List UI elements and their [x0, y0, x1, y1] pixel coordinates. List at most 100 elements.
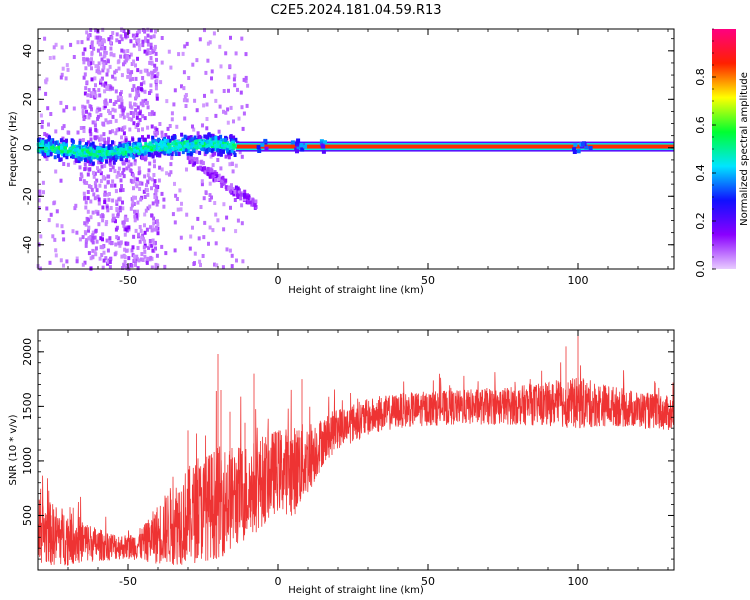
- noise-speck: [86, 190, 90, 194]
- noise-column-speck: [87, 225, 91, 230]
- noise-column-speck: [153, 46, 157, 51]
- noise-column-speck: [93, 76, 97, 81]
- noise-speck: [81, 51, 85, 56]
- noise-speck: [59, 100, 63, 105]
- noise-column-speck: [146, 188, 149, 193]
- trace-band-speck: [132, 155, 136, 160]
- carrier-blip: [295, 149, 299, 154]
- noise-column-speck: [87, 228, 90, 233]
- trace-band-core: [201, 144, 204, 148]
- doppler-tail-speck: [217, 177, 221, 181]
- noise-speck: [172, 102, 176, 107]
- trace-band-speck: [141, 156, 144, 161]
- noise-column-speck: [91, 236, 95, 241]
- noise-speck: [233, 83, 237, 88]
- trace-band-speck: [124, 143, 128, 148]
- noise-column-speck: [155, 202, 159, 207]
- noise-column-speck: [85, 181, 89, 185]
- trace-band-speck: [171, 146, 175, 151]
- trace-band-speck: [182, 141, 186, 146]
- trace-band-speck: [49, 138, 53, 143]
- trace-band-core: [76, 147, 79, 151]
- trace-band-speck: [62, 139, 66, 144]
- doppler-tail-speck: [195, 157, 199, 162]
- doppler-tail-speck: [233, 189, 237, 194]
- noise-column-speck: [98, 256, 102, 261]
- noise-column-speck: [97, 222, 101, 227]
- noise-column-speck: [143, 116, 147, 121]
- noise-column-speck: [128, 72, 132, 77]
- trace-band-core: [105, 150, 109, 153]
- trace-band-core: [110, 152, 114, 156]
- noise-column-speck: [83, 91, 87, 96]
- trace-band-core: [66, 150, 70, 154]
- trace-band-speck: [148, 141, 152, 146]
- doppler-tail-speck: [235, 192, 239, 197]
- trace-band-speck: [111, 140, 114, 145]
- noise-column-speck: [102, 65, 106, 70]
- noise-column-speck: [129, 206, 133, 211]
- trace-band-speck: [141, 149, 145, 154]
- noise-column-speck: [126, 68, 130, 73]
- noise-column-speck: [148, 176, 151, 181]
- noise-column-speck: [139, 69, 143, 74]
- trace-band-speck: [213, 151, 217, 156]
- noise-speck: [203, 28, 206, 33]
- noise-column-speck: [111, 213, 115, 218]
- noise-column-speck: [96, 194, 100, 199]
- noise-speck: [202, 196, 206, 201]
- noise-column-speck: [87, 236, 91, 241]
- noise-speck: [157, 178, 161, 183]
- noise-speck: [43, 132, 47, 136]
- doppler-tail-speck: [196, 166, 200, 171]
- noise-speck: [89, 94, 93, 98]
- noise-speck: [137, 29, 141, 34]
- trace-band-speck: [180, 139, 184, 144]
- trace-band-speck: [89, 155, 93, 160]
- trace-band-core: [197, 143, 201, 147]
- noise-column-speck: [132, 43, 136, 48]
- noise-speck: [93, 196, 97, 201]
- noise-column-speck: [136, 86, 140, 91]
- noise-column-speck: [143, 89, 147, 94]
- noise-speck: [38, 86, 41, 91]
- snr-y-axis-label: SNR (10 * v/v): [8, 414, 19, 485]
- carrier-blip: [573, 142, 578, 147]
- noise-column-speck: [133, 36, 137, 40]
- noise-column-speck: [107, 174, 111, 179]
- doppler-tail-speck: [221, 175, 225, 180]
- snr-plot-area: [38, 330, 674, 570]
- noise-speck: [145, 68, 149, 73]
- carrier-blip: [256, 145, 261, 150]
- doppler-tail-speck: [235, 189, 239, 194]
- trace-band-speck: [114, 154, 118, 159]
- noise-column-speck: [81, 108, 85, 113]
- noise-speck: [121, 112, 125, 117]
- trace-band-speck: [177, 152, 181, 156]
- trace-band-speck: [93, 145, 97, 150]
- noise-speck: [180, 201, 183, 206]
- noise-column-speck: [152, 69, 156, 74]
- noise-speck: [182, 86, 186, 91]
- noise-column-speck: [82, 179, 86, 184]
- noise-speck: [240, 221, 244, 226]
- noise-column-speck: [109, 85, 113, 90]
- trace-band-core: [179, 142, 183, 145]
- noise-speck: [208, 193, 212, 198]
- noise-column-speck: [89, 137, 93, 142]
- noise-column-speck: [151, 177, 154, 182]
- noise-speck: [116, 170, 120, 175]
- noise-speck: [196, 216, 200, 221]
- trace-band-core: [72, 150, 76, 154]
- trace-band-speck: [88, 162, 92, 166]
- noise-column-speck: [120, 48, 124, 53]
- noise-column-speck: [113, 183, 117, 188]
- noise-column-speck: [108, 130, 112, 135]
- noise-column-speck: [84, 66, 88, 71]
- noise-speck: [239, 90, 243, 95]
- noise-speck: [182, 70, 186, 75]
- doppler-tail-speck: [188, 160, 192, 165]
- trace-band-speck: [47, 139, 51, 144]
- noise-column-speck: [102, 132, 106, 137]
- trace-band-speck: [209, 138, 213, 142]
